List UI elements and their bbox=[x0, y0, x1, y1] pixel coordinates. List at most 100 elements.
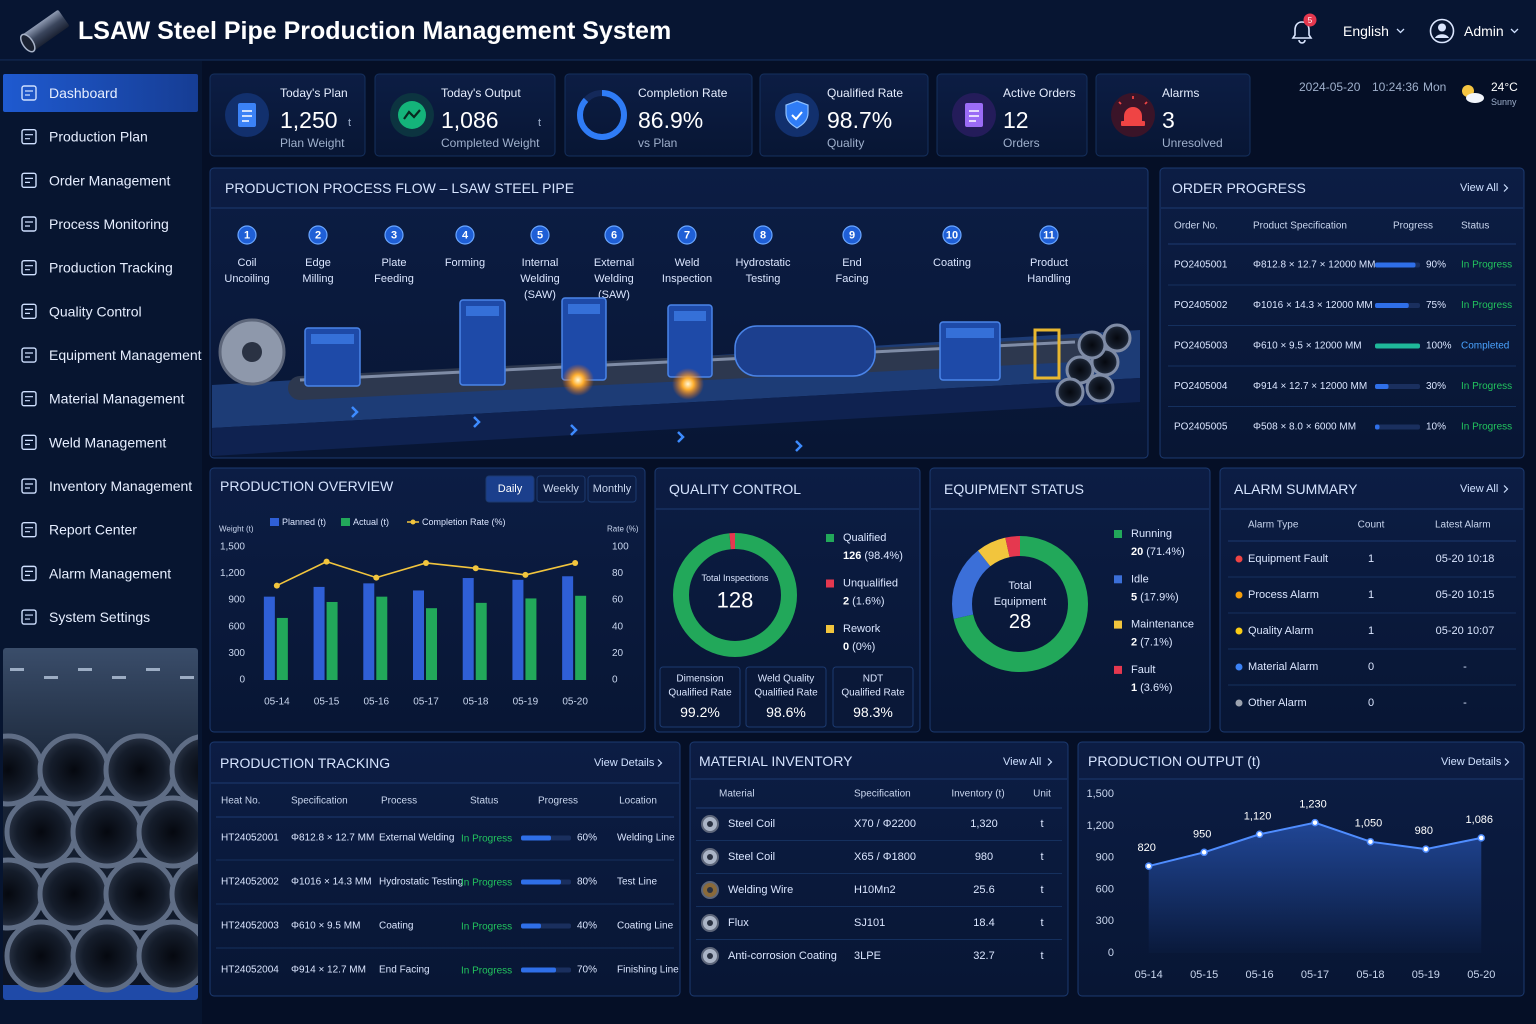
alarm-type: Other Alarm bbox=[1248, 697, 1307, 709]
donut-center-value: 128 bbox=[717, 588, 754, 613]
ceiling-light bbox=[146, 668, 160, 671]
kpi-value: 98.7% bbox=[827, 107, 892, 133]
y2-tick-label: 60 bbox=[612, 595, 624, 606]
column-header: Unit bbox=[1033, 789, 1051, 800]
menu-item[interactable]: Inventory Management bbox=[49, 478, 192, 494]
rate-point bbox=[373, 574, 380, 581]
menu-item[interactable]: Weld Management bbox=[49, 434, 166, 450]
menu-item[interactable]: Production Plan bbox=[49, 129, 148, 145]
tab-label[interactable]: Daily bbox=[498, 483, 523, 495]
kpi-value: 1,250 bbox=[280, 107, 338, 133]
tab[interactable] bbox=[485, 475, 535, 503]
legend-count: 1 bbox=[1131, 682, 1137, 694]
language-selector[interactable]: English bbox=[1343, 23, 1389, 39]
metric-label: Weld Quality bbox=[758, 674, 815, 685]
step-number: 9 bbox=[849, 230, 855, 242]
location: Test Line bbox=[617, 877, 657, 888]
output-point bbox=[1477, 834, 1486, 842]
ceiling-light bbox=[112, 676, 126, 679]
status: In Progress bbox=[461, 878, 512, 889]
x-tick-label: 05-15 bbox=[314, 697, 340, 708]
menu-icon-detail bbox=[25, 396, 33, 402]
machine-panel bbox=[466, 306, 499, 316]
y-tick-label: 1,200 bbox=[1086, 820, 1114, 832]
x-tick-label: 05-14 bbox=[1135, 969, 1163, 981]
legend-label: Running bbox=[1131, 528, 1172, 540]
step-label: Coil bbox=[238, 257, 257, 269]
x-tick-label: 05-16 bbox=[1246, 969, 1274, 981]
menu-item[interactable]: Quality Control bbox=[49, 303, 142, 319]
tab-label[interactable]: Monthly bbox=[593, 483, 632, 495]
legend-share: (71.4%) bbox=[1146, 546, 1185, 558]
view-all-link[interactable]: View All bbox=[1460, 483, 1498, 495]
menu-item[interactable]: Order Management bbox=[49, 172, 171, 188]
column-header: Status bbox=[470, 796, 498, 807]
platform-front bbox=[212, 378, 1140, 456]
alarm-latest: - bbox=[1463, 697, 1467, 709]
step-badge bbox=[237, 225, 257, 245]
legend-count: 0 bbox=[843, 641, 849, 653]
inventory-unit: t bbox=[1040, 884, 1043, 896]
menu-item[interactable]: Dashboard bbox=[49, 85, 118, 101]
y-tick-label: 1,500 bbox=[220, 542, 245, 553]
step-label: (SAW) bbox=[598, 289, 630, 301]
material-spec: X65 / Φ1800 bbox=[854, 851, 916, 863]
menu-item[interactable]: Alarm Management bbox=[49, 565, 171, 581]
column-header: Progress bbox=[1393, 221, 1433, 232]
machine bbox=[459, 299, 506, 386]
x-tick-label: 05-15 bbox=[1190, 969, 1218, 981]
tab-label[interactable]: Weekly bbox=[543, 483, 579, 495]
inventory-amount: 980 bbox=[975, 851, 993, 863]
product-spec: Φ914 × 12.7 × 12000 MM bbox=[1253, 381, 1367, 392]
product-spec: Φ508 × 8.0 × 6000 MM bbox=[1253, 422, 1356, 433]
step-number: 6 bbox=[611, 230, 617, 242]
data-label: 1,086 bbox=[1466, 814, 1494, 826]
legend-swatch bbox=[826, 625, 834, 633]
menu-item[interactable]: Process Monitoring bbox=[49, 216, 169, 232]
view-all-link[interactable]: View All bbox=[1460, 182, 1498, 194]
notification-count: 5 bbox=[1308, 16, 1313, 25]
bar bbox=[575, 595, 587, 680]
step-label: Testing bbox=[746, 273, 781, 285]
material-name: Steel Coil bbox=[728, 818, 775, 830]
avatar[interactable] bbox=[1429, 18, 1455, 44]
rate-point bbox=[472, 565, 479, 572]
step-label: Forming bbox=[445, 257, 485, 269]
process: Hydrostatic Testing bbox=[379, 877, 463, 888]
axis-title: Rate (%) bbox=[607, 525, 639, 534]
step-label: Feeding bbox=[374, 273, 414, 285]
legend-swatch bbox=[1114, 620, 1122, 629]
alarm-type: Material Alarm bbox=[1248, 661, 1318, 673]
view-details-link[interactable]: View Details bbox=[1441, 756, 1502, 768]
weekday: Mon bbox=[1423, 80, 1446, 94]
donut-segment bbox=[673, 533, 797, 657]
view-all-link[interactable]: View All bbox=[1003, 756, 1041, 768]
tab[interactable] bbox=[536, 475, 586, 503]
app-title: LSAW Steel Pipe Production Management Sy… bbox=[78, 17, 671, 45]
menu-item[interactable]: Production Tracking bbox=[49, 260, 173, 276]
y2-tick-label: 40 bbox=[612, 621, 624, 632]
steel-coil-core bbox=[242, 342, 262, 362]
x-tick-label: 05-18 bbox=[1356, 969, 1384, 981]
tab[interactable] bbox=[587, 475, 637, 503]
view-details-link[interactable]: View Details bbox=[594, 757, 655, 769]
step-number: 2 bbox=[315, 230, 321, 242]
donut-segment bbox=[952, 536, 1088, 672]
menu-item[interactable]: Material Management bbox=[49, 391, 185, 407]
data-label: 1,120 bbox=[1244, 810, 1272, 822]
inventory-amount: 18.4 bbox=[973, 917, 994, 929]
donut-center-label: Total Inspections bbox=[701, 573, 769, 583]
process: End Facing bbox=[379, 965, 430, 976]
y2-tick-label: 20 bbox=[612, 648, 624, 659]
kpi-title: Qualified Rate bbox=[827, 86, 903, 100]
rate-point bbox=[522, 571, 529, 578]
menu-item[interactable]: Report Center bbox=[49, 522, 137, 538]
y-tick-label: 300 bbox=[228, 648, 245, 659]
ceiling-light bbox=[44, 676, 58, 679]
material-spec: 3LPE bbox=[854, 950, 881, 962]
menu-icon-detail bbox=[25, 439, 33, 445]
user-name[interactable]: Admin bbox=[1464, 23, 1504, 39]
menu-item[interactable]: Equipment Management bbox=[49, 347, 202, 363]
alarm-count: 0 bbox=[1368, 697, 1374, 709]
menu-item[interactable]: System Settings bbox=[49, 609, 150, 625]
